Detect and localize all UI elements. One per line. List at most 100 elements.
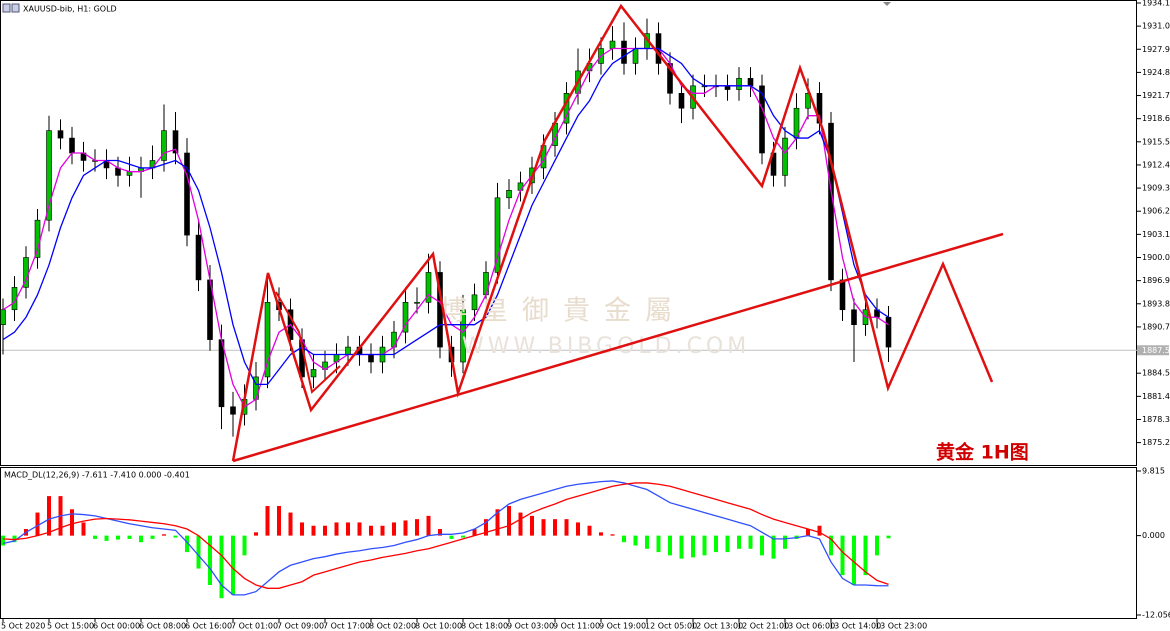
histogram-bar xyxy=(760,535,764,556)
histogram-bar xyxy=(392,522,396,536)
candle-body xyxy=(839,279,846,311)
histogram-bar xyxy=(116,535,120,540)
histogram-bar xyxy=(530,515,534,536)
histogram-bar xyxy=(426,515,431,536)
y-tick-label: 1924.80 xyxy=(1142,68,1170,77)
candle-body xyxy=(609,40,616,49)
icon xyxy=(2,3,11,13)
y-tick-label: 1896.90 xyxy=(1142,276,1170,285)
histogram-bar xyxy=(242,535,247,556)
x-tick-label: 7 Oct 17:00 xyxy=(323,622,370,631)
watermark-url: WWW.BIBGOLD.COM xyxy=(462,334,750,359)
x-tick-label: 7 Oct 01:00 xyxy=(231,622,278,631)
histogram-bar xyxy=(208,535,212,586)
histogram-bar xyxy=(380,525,385,536)
candle-body xyxy=(57,130,64,139)
y-tick-label: 1912.40 xyxy=(1142,160,1170,169)
main-panel xyxy=(0,0,1137,466)
x-tick-label: 7 Oct 09:00 xyxy=(277,622,324,631)
histogram-bar xyxy=(35,512,40,536)
y-tick-label: 1881.40 xyxy=(1142,392,1170,401)
histogram-bar xyxy=(507,505,511,536)
histogram-bar xyxy=(863,535,868,576)
candle-body xyxy=(506,190,512,199)
x-tick-label: 12 Oct 13:00 xyxy=(691,622,743,631)
histogram-bar xyxy=(12,535,17,543)
histogram-bar xyxy=(265,505,270,536)
x-tick-label: 13 Oct 06:00 xyxy=(783,622,835,631)
histogram-bar xyxy=(633,535,638,546)
histogram-bar xyxy=(656,535,661,553)
candle-body xyxy=(632,48,639,64)
watermark: 博皇御貴金屬 xyxy=(440,296,686,327)
candle-body xyxy=(759,85,765,154)
histogram-bar xyxy=(472,529,477,536)
shift-marker xyxy=(883,2,891,6)
x-tick-label: 8 Oct 10:00 xyxy=(415,622,462,631)
x-tick-label: 9 Oct 03:00 xyxy=(507,622,554,631)
y-tick-label: -12.056 xyxy=(1142,611,1170,620)
histogram-bar xyxy=(840,535,845,576)
histogram-bar xyxy=(47,496,51,536)
candle-body xyxy=(483,272,489,296)
x-tick-label: 5 Oct 2020 xyxy=(1,622,45,631)
y-tick-label: 1903.10 xyxy=(1142,230,1170,239)
y-tick-label: 1890.70 xyxy=(1142,322,1170,331)
candle-body xyxy=(34,219,41,258)
x-tick-label: 9 Oct 11:00 xyxy=(553,622,600,631)
histogram-bar xyxy=(691,535,695,558)
x-tick-label: 5 Oct 15:00 xyxy=(47,622,94,631)
histogram-bar xyxy=(438,529,442,536)
x-tick-label: 8 Oct 02:00 xyxy=(369,622,416,631)
candle-body xyxy=(747,78,754,87)
x-tick-label: 6 Oct 08:00 xyxy=(139,622,186,631)
histogram-bar xyxy=(93,535,97,539)
x-tick-label: 13 Oct 14:00 xyxy=(829,622,881,631)
candle-body xyxy=(517,182,524,191)
candle-body xyxy=(368,354,374,363)
x-tick-label: 8 Oct 18:00 xyxy=(461,622,508,631)
histogram-bar xyxy=(150,535,155,539)
y-tick-label: 1900.00 xyxy=(1142,253,1170,262)
candle-body xyxy=(402,301,409,333)
histogram-bar xyxy=(311,525,316,536)
macd-title: MACD_DL(12,26,9) -7.611 -7.410 0.000 -0.… xyxy=(4,471,190,480)
y-tick-label: 1934.10 xyxy=(1142,0,1170,7)
y-tick-label: 1918.60 xyxy=(1142,114,1170,123)
indicator-line xyxy=(2,47,889,408)
candle-body xyxy=(69,137,75,154)
y-tick-label: 1915.50 xyxy=(1142,137,1170,146)
indicator-line xyxy=(2,480,889,596)
histogram-bar xyxy=(300,522,304,536)
candle-body xyxy=(310,369,317,378)
histogram-bar xyxy=(323,525,327,536)
candle-body xyxy=(425,272,432,303)
histogram-bar xyxy=(875,535,879,556)
histogram-bar xyxy=(564,519,569,536)
trend-line xyxy=(232,232,1004,463)
candle-body xyxy=(264,301,271,378)
histogram-bar xyxy=(139,535,143,543)
x-tick-label: 12 Oct 21:00 xyxy=(737,622,789,631)
candle-body xyxy=(195,234,202,281)
candle-body xyxy=(736,78,742,90)
candle-body xyxy=(46,130,52,221)
histogram-bar xyxy=(576,522,580,536)
y-tick-label: 1893.80 xyxy=(1142,299,1170,308)
histogram-bar xyxy=(553,519,557,536)
current-price-label: 1887.57 xyxy=(1142,346,1170,355)
candle-body xyxy=(172,130,179,154)
indicator-line xyxy=(2,482,889,589)
histogram-bar xyxy=(346,522,350,536)
y-tick-label: 1878.30 xyxy=(1142,415,1170,424)
y-tick-label: 1909.30 xyxy=(1142,184,1170,193)
y-tick-label: 1875.20 xyxy=(1142,438,1170,447)
candle-body xyxy=(471,294,478,311)
current-price-box xyxy=(1137,345,1169,356)
macd-panel xyxy=(0,467,1137,619)
wave-path xyxy=(231,3,994,462)
histogram-bar xyxy=(357,522,362,536)
candle-body xyxy=(885,316,892,348)
candle-body xyxy=(345,346,351,355)
candle-body xyxy=(218,339,225,408)
